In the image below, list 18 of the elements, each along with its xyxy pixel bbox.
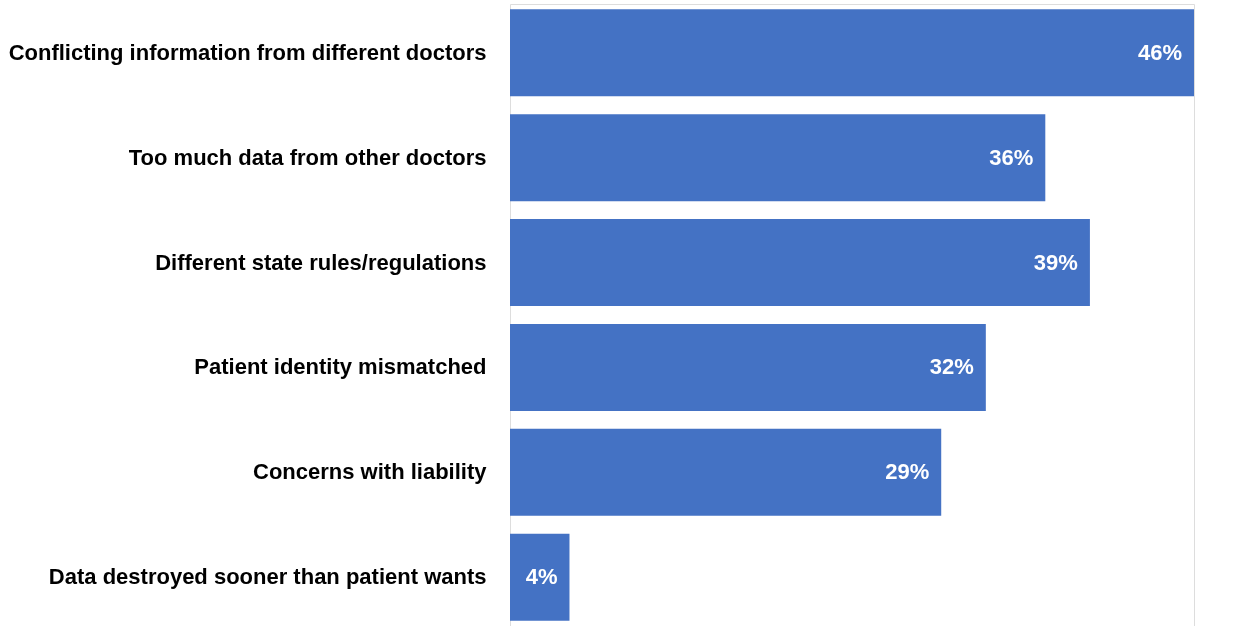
bar (510, 9, 1194, 97)
bar (510, 533, 570, 621)
data-label: 46% (1137, 39, 1182, 65)
y-tick-label: Data destroyed sooner than patient wants (48, 564, 487, 590)
data-label: 29% (885, 459, 930, 485)
y-tick-label: Different state rules/regulations (155, 249, 487, 275)
data-label: 4% (525, 564, 558, 590)
y-tick-label: Concerns with liability (253, 459, 488, 485)
bar (510, 428, 942, 516)
data-label: 36% (989, 144, 1034, 170)
data-label: 39% (1033, 249, 1078, 275)
bar (510, 323, 986, 411)
bar (510, 114, 1046, 202)
data-label: 32% (929, 354, 974, 380)
bar (510, 219, 1090, 307)
y-tick-label: Patient identity mismatched (194, 354, 487, 380)
y-tick-label: Too much data from other doctors (128, 144, 487, 170)
y-tick-label: Conflicting information from different doctors (8, 39, 487, 65)
